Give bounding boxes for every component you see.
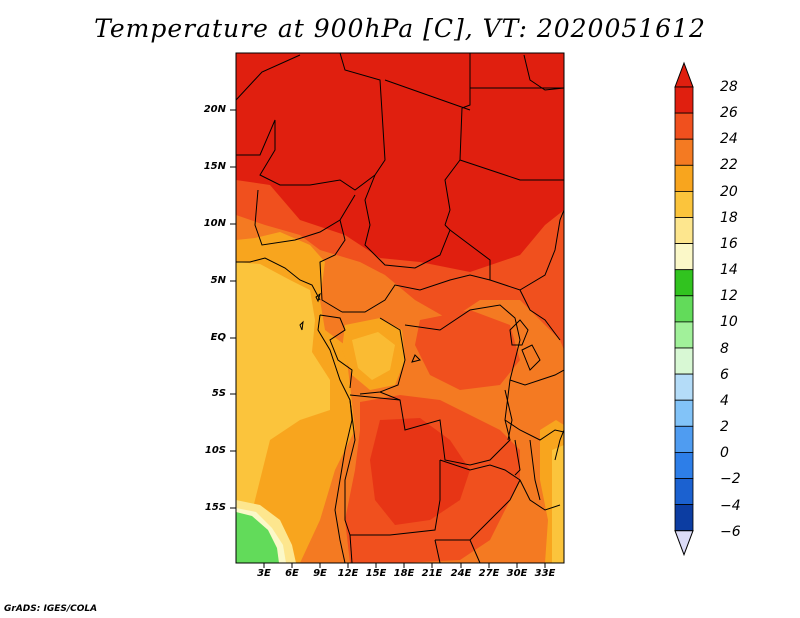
colorbar-bin — [674, 269, 694, 297]
colorbar-bin — [674, 451, 694, 479]
colorbar-bin — [674, 190, 694, 218]
lon-label: 12E — [337, 568, 359, 579]
colorbar-label: 6 — [720, 367, 729, 383]
lat-label: 10N — [203, 218, 226, 229]
lat-label: 5N — [210, 275, 226, 286]
colorbar-label: 0 — [720, 445, 729, 461]
colorbar-label: 22 — [720, 157, 738, 173]
colorbar-bin — [674, 399, 694, 427]
map-title: Temperature at 900hPa [C], VT: 202005161… — [94, 14, 706, 43]
temperature-field — [236, 53, 564, 563]
colorbar-bin — [674, 373, 694, 401]
colorbar-label: −6 — [720, 524, 741, 540]
lat-label: 15S — [204, 502, 226, 513]
colorbar-label: −2 — [720, 471, 741, 487]
axis-ticks — [230, 109, 546, 568]
colorbar-label: 20 — [720, 184, 738, 200]
colorbar-label: 12 — [720, 288, 738, 304]
colorbar-label: 26 — [720, 105, 738, 121]
lon-label: 33E — [534, 568, 556, 579]
colorbar-bin — [674, 504, 694, 532]
colorbar-bin — [674, 295, 694, 323]
map-frame — [235, 52, 565, 564]
lon-label: 21E — [421, 568, 443, 579]
colorbar-label: 28 — [720, 79, 738, 95]
colorbar-bin — [674, 425, 694, 453]
lat-label: 5S — [211, 388, 226, 399]
colorbar — [674, 61, 694, 557]
lon-label: 9E — [313, 568, 327, 579]
lon-label: 24E — [450, 568, 472, 579]
colorbar-label: 24 — [720, 131, 738, 147]
lat-label: 20N — [203, 104, 226, 115]
colorbar-bin — [674, 217, 694, 245]
colorbar-label: 4 — [720, 393, 729, 409]
colorbar-label: −4 — [720, 498, 741, 514]
colorbar-bin — [674, 347, 694, 375]
lat-label: EQ — [210, 332, 226, 343]
lon-label: 27E — [478, 568, 500, 579]
country-borders — [236, 53, 564, 563]
colorbar-label: 18 — [720, 210, 738, 226]
colorbar-top-arrow — [674, 61, 694, 88]
colorbar-label: 8 — [720, 341, 729, 357]
colorbar-label: 2 — [720, 419, 729, 435]
colorbar-bin — [674, 243, 694, 271]
colorbar-label: 16 — [720, 236, 738, 252]
colorbar-label: 10 — [720, 314, 738, 330]
colorbar-bin — [674, 321, 694, 349]
colorbar-bin — [674, 138, 694, 166]
lat-label: 15N — [203, 161, 226, 172]
lat-label: 10S — [204, 445, 226, 456]
lon-label: 15E — [365, 568, 387, 579]
colorbar-bottom-arrow — [674, 530, 694, 557]
colorbar-bin — [674, 112, 694, 140]
lon-label: 3E — [257, 568, 271, 579]
colorbar-bin — [674, 86, 694, 114]
grads-credit: GrADS: IGES/COLA — [4, 604, 98, 614]
colorbar-bin — [674, 164, 694, 192]
colorbar-label: 14 — [720, 262, 738, 278]
lon-label: 6E — [285, 568, 299, 579]
colorbar-bin — [674, 478, 694, 506]
lon-label: 30E — [506, 568, 528, 579]
lon-label: 18E — [393, 568, 415, 579]
